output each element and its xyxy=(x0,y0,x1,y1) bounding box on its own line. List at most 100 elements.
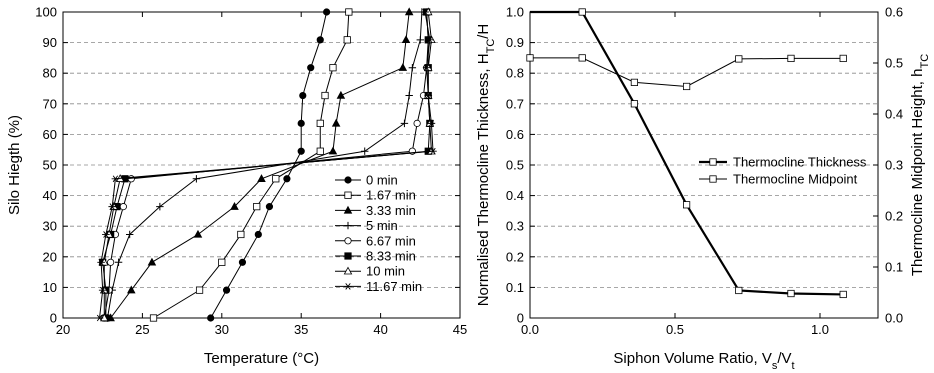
data-point xyxy=(323,8,331,16)
data-point xyxy=(429,147,437,155)
data-point xyxy=(108,203,117,210)
y-tick-label: 10 xyxy=(43,280,57,295)
data-point xyxy=(100,313,109,322)
data-point xyxy=(683,82,691,91)
data-point xyxy=(107,258,115,266)
data-point xyxy=(321,91,329,100)
y-axis-title-tail: /H xyxy=(475,24,492,39)
series-line xyxy=(110,11,410,319)
x-tick-label: 25 xyxy=(135,322,149,337)
data-point xyxy=(578,54,586,62)
data-point xyxy=(526,54,534,62)
y2-tick-label: 0.5 xyxy=(885,56,903,71)
y-tick-label: 0.7 xyxy=(506,96,524,111)
y2-axis-title: Thermocline Midpoint Height, hTC xyxy=(909,54,931,276)
legend-marker xyxy=(344,283,352,290)
series-line xyxy=(530,10,844,296)
data-point xyxy=(149,314,158,322)
y2-tick-label: 0.0 xyxy=(885,311,903,326)
data-point xyxy=(265,203,274,211)
data-point xyxy=(238,258,247,266)
data-point xyxy=(404,7,414,16)
data-point xyxy=(331,118,341,127)
legend-label: 11.67 min xyxy=(366,279,422,294)
x-tick-label: 35 xyxy=(294,322,308,337)
data-point xyxy=(299,91,307,100)
data-point xyxy=(839,290,847,299)
series-line xyxy=(99,11,434,319)
x-axis-title-main: Siphon Volume Ratio, V xyxy=(613,350,771,367)
legend-marker xyxy=(344,237,352,245)
legend-label: 5 min xyxy=(366,218,398,233)
data-point xyxy=(192,175,201,183)
x-axis-title: Siphon Volume Ratio, Vs/Vt xyxy=(613,350,794,372)
data-point xyxy=(405,91,413,100)
data-point xyxy=(316,147,324,155)
legend-label: 3.33 min xyxy=(366,203,416,218)
data-point xyxy=(125,230,134,239)
y-tick-label: 0.5 xyxy=(506,158,524,173)
data-point xyxy=(95,314,104,322)
data-point xyxy=(426,36,434,44)
data-point xyxy=(283,175,291,183)
y-axis-title-sub: TC xyxy=(485,39,497,54)
thermocline-chart: 0 0.1 0.2 0.3 0.4 0.5 0.6 0.7 0.8 0.9 1.0 0.0 0.1 0.2… xyxy=(475,5,931,373)
data-point xyxy=(400,119,409,128)
x-axis-title-sub: t xyxy=(792,360,795,372)
data-point xyxy=(361,147,369,155)
data-point xyxy=(297,119,305,127)
y-axis-title: Normalised Thermocline Thickness, HTC/H xyxy=(475,24,497,307)
data-point xyxy=(578,8,586,16)
data-point xyxy=(328,146,338,155)
y-tick-label: 20 xyxy=(43,249,57,264)
legend-marker xyxy=(344,176,352,184)
y-tick-label: 0.2 xyxy=(506,249,524,264)
y2-tick-label: 0.2 xyxy=(885,209,903,224)
y2-tick-label: 0.4 xyxy=(885,107,903,122)
y-axis-title-main: Normalised Thermocline Thickness, H xyxy=(475,53,492,306)
data-point xyxy=(307,64,315,72)
data-point xyxy=(230,201,239,210)
data-point xyxy=(316,119,324,127)
data-point xyxy=(416,36,424,44)
y-tick-label: 80 xyxy=(43,66,57,81)
y-tick-label: 0.4 xyxy=(506,188,524,203)
data-point xyxy=(735,55,743,63)
data-point xyxy=(253,203,261,211)
y-tick-label: 1.0 xyxy=(506,5,524,20)
y-tick-label: 0.1 xyxy=(506,280,524,295)
x-tick-label: 30 xyxy=(215,322,229,337)
data-point xyxy=(630,78,639,86)
data-point xyxy=(401,35,411,44)
x-tick-label: 1.0 xyxy=(811,322,829,337)
data-point xyxy=(98,286,107,294)
data-point xyxy=(329,64,337,72)
data-point xyxy=(413,119,421,127)
data-point xyxy=(297,147,305,155)
data-point xyxy=(156,202,164,211)
series-line xyxy=(530,57,844,87)
x-tick-label: 0.5 xyxy=(666,322,684,337)
y-tick-label: 0.3 xyxy=(506,219,524,234)
y-tick-label: 70 xyxy=(43,96,57,111)
y-tick-label: 0 xyxy=(50,311,57,326)
y2-axis-title-main: Thermocline Midpoint Height, h xyxy=(909,69,926,277)
y-tick-label: 0.9 xyxy=(506,35,524,50)
legend-marker xyxy=(344,191,352,199)
data-point xyxy=(630,100,639,108)
x-axis-title-sub: s xyxy=(772,360,778,372)
x-tick-label: 40 xyxy=(373,322,387,337)
y-tick-label: 50 xyxy=(43,158,57,173)
data-point xyxy=(207,314,215,322)
x-axis-title-mid: /V xyxy=(777,350,791,367)
y2-tick-label: 0.3 xyxy=(885,158,903,173)
y-tick-label: 0.6 xyxy=(506,127,524,142)
y-tick-label: 60 xyxy=(43,127,57,142)
data-point xyxy=(193,229,203,238)
x-tick-label: 45 xyxy=(453,322,467,337)
legend-marker xyxy=(344,221,352,230)
data-point xyxy=(222,286,231,294)
series-line xyxy=(210,11,328,319)
x-axis-title: Temperature (°C) xyxy=(204,350,319,367)
